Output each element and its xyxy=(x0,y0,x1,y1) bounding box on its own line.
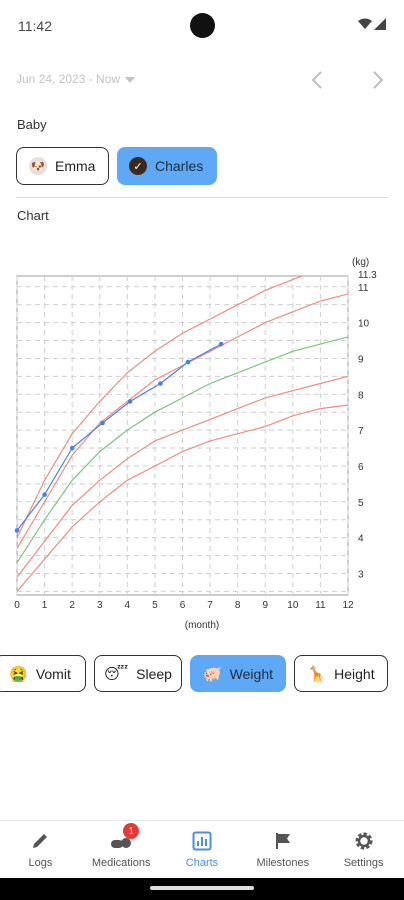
y-tick-label: 8 xyxy=(358,390,364,401)
x-tick-label: 0 xyxy=(14,600,20,611)
nav-item-milestones[interactable]: Milestones xyxy=(242,821,323,878)
y-tick-label: 5 xyxy=(358,498,364,509)
percentile-curve xyxy=(17,375,348,578)
status-icons xyxy=(358,18,386,30)
x-tick-label: 9 xyxy=(262,600,268,611)
category-label: Sleep xyxy=(136,665,172,682)
category-label: Weight xyxy=(229,665,273,682)
category-label: Vomit xyxy=(35,665,71,682)
gesture-handle[interactable] xyxy=(150,886,254,890)
date-range-selector[interactable]: Jun 24, 2023 - Now xyxy=(16,72,121,86)
data-point xyxy=(42,492,47,497)
y-tick-label: 10 xyxy=(358,319,370,330)
y-axis-label: (kg) xyxy=(352,257,369,268)
weight-growth-chart: 0 1 2 3 4 5 6 7 8 9 10 11 123456789101111.3(kg)(mont… xyxy=(14,257,377,631)
y-tick-label: 6 xyxy=(358,462,364,473)
data-point xyxy=(185,359,191,365)
category-vomit-button[interactable]: 🤮 Vomit xyxy=(0,655,86,692)
status-time: 11:42 xyxy=(18,18,52,34)
baby-avatar: 🐶 xyxy=(29,157,47,175)
x-tick-label: 12 xyxy=(342,600,354,611)
data-point xyxy=(14,528,20,533)
section-divider xyxy=(16,197,388,198)
baby-chip-label: Emma xyxy=(55,158,96,174)
category-sleep-button[interactable]: 😴 Sleep xyxy=(94,655,182,692)
chevron-left-icon[interactable] xyxy=(306,68,330,92)
percentile-curve xyxy=(17,336,348,564)
nav-item-logs[interactable]: Logs xyxy=(0,821,81,878)
nav-item-settings[interactable]: Settings xyxy=(323,821,404,878)
data-point xyxy=(158,381,163,386)
y-tick-label: 11.3 xyxy=(358,270,377,281)
nav-label: Milestones xyxy=(256,857,310,869)
x-tick-label: 11 xyxy=(315,600,326,611)
sleep-emoji-icon: 😴 xyxy=(104,665,129,683)
signal-icon xyxy=(374,18,386,30)
nav-item-medications[interactable]: 1 Medications xyxy=(81,821,162,878)
chart-section-label: Chart xyxy=(17,208,49,223)
flag-icon xyxy=(275,833,290,849)
data-point xyxy=(127,399,133,404)
percentile-curve xyxy=(17,276,304,538)
giraffe-emoji-icon: 🦒 xyxy=(307,665,327,683)
y-tick-label: 9 xyxy=(358,354,364,365)
baby-chip-charles[interactable]: ✓ Charles xyxy=(117,147,217,185)
category-label: Height xyxy=(334,665,375,682)
baby-section-label: Baby xyxy=(17,117,47,132)
pencil-icon xyxy=(33,834,48,848)
data-point xyxy=(69,445,75,451)
pill-icon xyxy=(111,838,132,848)
baby-chip-label: Charles xyxy=(155,158,204,174)
bar-chart-icon xyxy=(192,831,212,851)
baby-chip-emma[interactable]: 🐶 Emma xyxy=(16,147,109,185)
x-tick-label: 5 xyxy=(152,600,158,611)
caret-down-icon[interactable] xyxy=(125,77,135,83)
data-point xyxy=(218,341,224,347)
y-tick-label: 7 xyxy=(358,426,364,437)
x-tick-label: 3 xyxy=(97,600,103,611)
nav-label: Settings xyxy=(343,857,384,869)
x-tick-label: 10 xyxy=(287,600,299,611)
y-tick-label: 11 xyxy=(358,283,369,294)
gesture-bar xyxy=(0,878,404,900)
baby-weight-line xyxy=(17,343,222,531)
x-tick-label: 6 xyxy=(180,600,186,611)
gear-icon xyxy=(355,832,373,850)
nav-label: Medications xyxy=(91,857,151,869)
data-point xyxy=(100,420,105,426)
nav-label: Logs xyxy=(28,857,53,869)
wifi-icon xyxy=(358,18,372,29)
nav-label: Charts xyxy=(185,857,219,869)
y-tick-label: 4 xyxy=(358,534,364,545)
bottom-navigation: Logs 1 Medications Charts Milestones Set… xyxy=(0,820,404,878)
x-tick-label: 8 xyxy=(235,600,241,611)
vomit-emoji-icon: 🤮 xyxy=(9,665,28,683)
x-tick-label: 4 xyxy=(125,600,131,611)
x-tick-label: 7 xyxy=(207,600,213,611)
category-height-button[interactable]: 🦒 Height xyxy=(294,655,388,692)
nav-item-charts[interactable]: Charts xyxy=(162,821,243,878)
percentile-curve xyxy=(17,404,348,592)
chevron-right-icon[interactable] xyxy=(365,68,389,92)
x-tick-label: 1 xyxy=(42,600,48,611)
category-weight-button[interactable]: 🐖 Weight xyxy=(190,655,286,692)
check-icon: ✓ xyxy=(129,157,147,175)
y-tick-label: 3 xyxy=(358,569,364,580)
pig-emoji-icon: 🐖 xyxy=(202,665,222,683)
notification-badge: 1 xyxy=(123,823,140,839)
x-axis-label: (month) xyxy=(185,620,219,631)
camera-cutout xyxy=(190,13,215,38)
status-bar: 11:42 xyxy=(0,0,404,52)
date-range-row: Jun 24, 2023 - Now xyxy=(16,64,388,96)
x-tick-label: 2 xyxy=(69,600,75,611)
